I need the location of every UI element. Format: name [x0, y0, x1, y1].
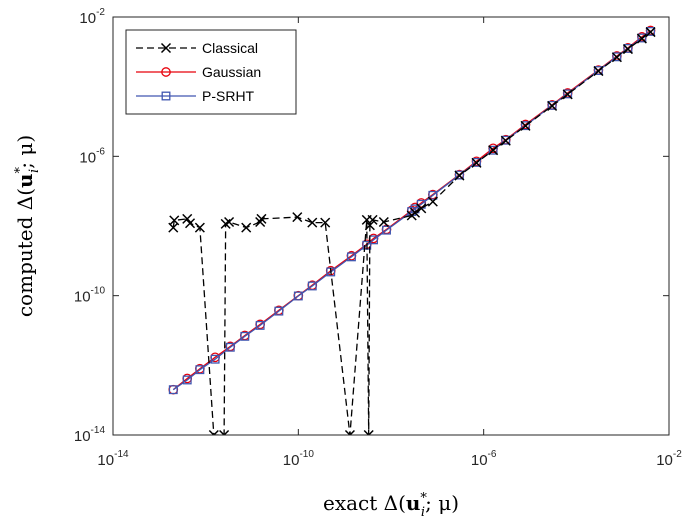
data-point-classical-13: [307, 217, 318, 228]
data-point-p-srht-18: [428, 190, 438, 200]
data-point-p-srht-4: [225, 342, 235, 352]
data-point-classical-34: [622, 44, 633, 55]
data-point-classical-31: [562, 89, 573, 100]
data-point-p-srht-26: [593, 66, 603, 76]
data-point-classical-30: [547, 100, 558, 111]
data-point-p-srht-14: [382, 225, 391, 235]
data-point-p-srht-1: [182, 375, 192, 385]
legend: Classical Gaussian P-SRHT: [125, 29, 297, 115]
data-point-p-srht-23: [521, 121, 530, 131]
data-point-p-srht-5: [240, 331, 250, 341]
legend-marker-classical: [160, 42, 172, 54]
data-point-classical-12: [292, 212, 303, 223]
legend-label-gaussian: Gaussian: [202, 64, 261, 80]
data-point-p-srht-9: [307, 281, 317, 291]
data-point-p-srht-21: [488, 145, 498, 155]
legend-marker-p-srht: [161, 91, 171, 101]
data-point-classical-5: [208, 429, 219, 435]
data-point-classical-26: [471, 157, 482, 168]
data-point-classical-33: [611, 52, 622, 63]
y-tick-label: 10-2: [79, 7, 105, 27]
data-point-p-srht-8: [293, 291, 303, 301]
data-point-p-srht-20: [472, 157, 481, 167]
data-point-classical-29: [520, 120, 531, 131]
data-point-classical-3: [185, 218, 196, 229]
data-point-p-srht-19: [454, 170, 464, 180]
data-point-classical-22: [409, 207, 421, 218]
data-point-classical-36: [645, 27, 656, 38]
data-point-classical-24: [427, 196, 438, 207]
data-point-classical-27: [488, 145, 499, 156]
data-point-classical-17: [363, 429, 374, 435]
data-point-classical-18: [364, 220, 375, 231]
data-point-classical-10: [255, 217, 266, 228]
data-point-p-srht-6: [255, 320, 265, 330]
data-point-p-srht-22: [501, 135, 511, 145]
data-point-classical-25: [454, 170, 465, 181]
x-axis-title: exact Δ(u* i; μ): [323, 491, 459, 520]
y-tick-label: 10-14: [74, 425, 106, 445]
data-point-classical-23: [416, 203, 427, 214]
data-point-classical-32: [593, 66, 604, 77]
data-point-p-srht-27: [612, 52, 622, 62]
legend-label-classical: Classical: [202, 40, 258, 56]
data-point-classical-9: [241, 222, 252, 233]
data-point-classical-28: [500, 135, 511, 146]
y-axis-title: computed Δ(u*i; μ): [13, 135, 42, 317]
data-point-p-srht-25: [563, 89, 573, 99]
data-point-p-srht-0: [168, 385, 178, 395]
x-tick-label: 10-6: [471, 449, 497, 469]
data-point-classical-35: [636, 33, 647, 44]
legend-item-gaussian: Gaussian: [136, 64, 261, 80]
legend-label-p-srht: P-SRHT: [202, 88, 255, 104]
plot-area-frame: [112, 16, 670, 436]
data-point-classical-19: [367, 214, 378, 225]
legend-item-p-srht: P-SRHT: [136, 88, 255, 104]
axis-ticks: 10-14 10-10 10-6 10-2 10-14 10-10 10-6 10-2: [74, 7, 682, 469]
data-point-p-srht-30: [646, 26, 656, 36]
data-point-classical-1: [169, 215, 180, 226]
data-point-classical-11: [256, 213, 267, 224]
data-point-classical-20: [378, 217, 389, 228]
y-tick-label: 10-6: [79, 146, 105, 166]
legend-item-classical: Classical: [136, 40, 258, 56]
plot-layer: [168, 25, 656, 435]
data-point-p-srht-11: [346, 252, 356, 262]
y-tick-label: 10-10: [74, 286, 106, 306]
data-point-p-srht-29: [637, 33, 647, 43]
x-tick-label: 10-14: [97, 449, 129, 469]
data-point-classical-14: [320, 217, 331, 228]
data-point-p-srht-28: [623, 44, 633, 53]
plot-content: [168, 25, 656, 435]
data-point-classical-4: [194, 222, 205, 233]
data-point-p-srht-7: [274, 306, 284, 316]
data-point-classical-2: [182, 213, 193, 224]
data-point-classical-6: [219, 429, 230, 435]
data-point-classical-15: [344, 429, 355, 435]
x-tick-label: 10-2: [656, 449, 682, 469]
series-classical: [168, 27, 656, 435]
data-point-p-srht-24: [547, 100, 557, 110]
data-point-classical-8: [224, 217, 235, 228]
legend-marker-gaussian: [161, 67, 171, 77]
data-point-p-srht-3: [210, 354, 220, 364]
x-tick-label: 10-10: [283, 449, 315, 469]
data-point-p-srht-2: [195, 365, 205, 375]
